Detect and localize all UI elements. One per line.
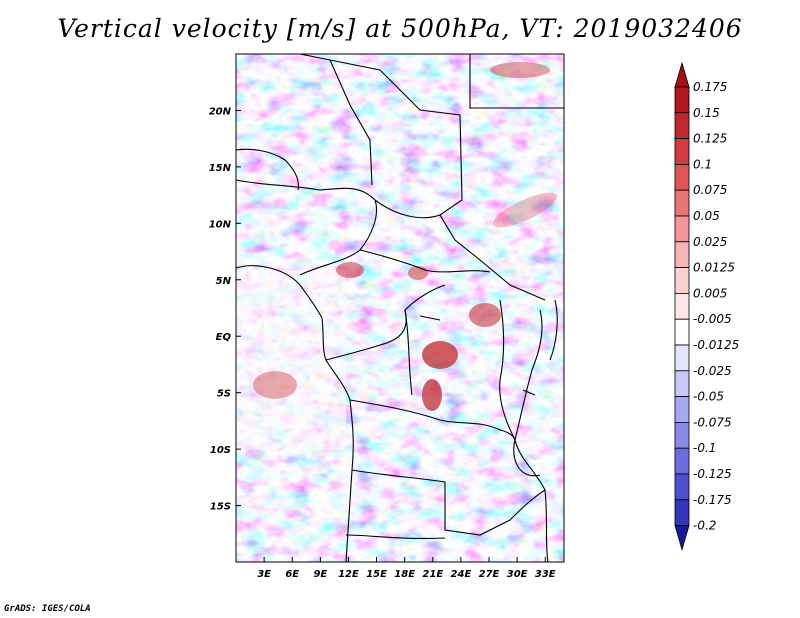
colorbar-swatch [674, 267, 690, 294]
x-tick-label: 6E [285, 569, 299, 580]
y-tick-label: 10N [209, 219, 232, 230]
x-tick-label: 24E [451, 569, 472, 580]
x-tick-label: 3E [257, 569, 271, 580]
colorbar-swatch [674, 138, 690, 165]
y-tick-label: 15N [209, 163, 232, 174]
colorbar-label: -0.005 [693, 312, 732, 326]
colorbar-swatch [674, 447, 690, 475]
colorbar-label: 0.075 [693, 183, 727, 197]
colorbar-label: -0.175 [693, 493, 732, 507]
grads-credit: GrADS: IGES/COLA [4, 604, 91, 614]
colorbar-label: 0.025 [693, 235, 727, 249]
x-tick-label: 12E [338, 569, 359, 580]
colorbar-bottom-arrow [674, 525, 690, 552]
colorbar-label: -0.025 [693, 364, 732, 378]
colorbar-label: -0.075 [693, 415, 732, 429]
colorbar-label: 0.125 [693, 132, 727, 146]
x-tick-label: 15E [366, 569, 387, 580]
colorbar-swatch [674, 499, 690, 526]
x-tick-label: 21E [422, 569, 443, 580]
colorbar-label: 0.005 [693, 286, 727, 300]
colorbar-swatch [674, 370, 690, 397]
colorbar-label: 0.1 [693, 157, 712, 171]
y-tick-label: 5S [217, 389, 231, 400]
colorbar-label: -0.1 [693, 441, 716, 455]
x-tick-label: 27E [479, 569, 500, 580]
colorbar-swatch [674, 318, 690, 346]
colorbar-swatch [674, 421, 690, 449]
colorbar: 0.175 0.15 0.125 0.1 0.075 0.05 0.025 0.0125 0.0… [674, 61, 739, 552]
x-tick-label: 9E [313, 569, 327, 580]
colorbar-swatch [674, 189, 690, 217]
colorbar-swatch [674, 344, 690, 372]
x-tick-label: 30E [507, 569, 528, 580]
y-tick-label: 15S [210, 502, 231, 513]
plot-title: Vertical velocity [m/s] at 500hPa, VT: 2… [57, 14, 743, 43]
colorbar-swatch [674, 241, 690, 269]
x-tick-label: 18E [394, 569, 415, 580]
y-tick-label: 20N [209, 106, 232, 117]
colorbar-label: -0.125 [693, 467, 732, 481]
colorbar-swatch [674, 86, 690, 114]
y-tick-label: EQ [216, 332, 232, 343]
colorbar-swatch [674, 473, 690, 501]
colorbar-swatch [674, 112, 690, 140]
colorbar-label: -0.2 [693, 519, 716, 533]
colorbar-label: 0.05 [693, 209, 720, 223]
y-tick-label: 10S [210, 445, 231, 456]
x-axis: 3E 6E 9E 12E 15E 18E 21E 24E 27E 30E 33E [257, 557, 556, 580]
x-tick-label: 33E [535, 569, 556, 580]
velocity-field [236, 54, 564, 562]
colorbar-swatch [674, 292, 690, 320]
colorbar-swatch [674, 396, 690, 423]
colorbar-label: 0.175 [693, 80, 727, 94]
colorbar-label: 0.0125 [693, 261, 735, 275]
colorbar-label: -0.0125 [693, 338, 739, 352]
colorbar-swatch [674, 163, 690, 191]
country-borders [236, 54, 564, 562]
y-tick-label: 5N [216, 276, 232, 287]
y-axis: 20N 15N 10N 5N EQ 5S 10S 15S [209, 106, 241, 513]
colorbar-top-arrow [674, 61, 690, 88]
colorbar-label: 0.15 [693, 106, 720, 120]
colorbar-label: -0.05 [693, 390, 724, 404]
plot-frame [235, 53, 565, 563]
colorbar-swatch [674, 215, 690, 243]
